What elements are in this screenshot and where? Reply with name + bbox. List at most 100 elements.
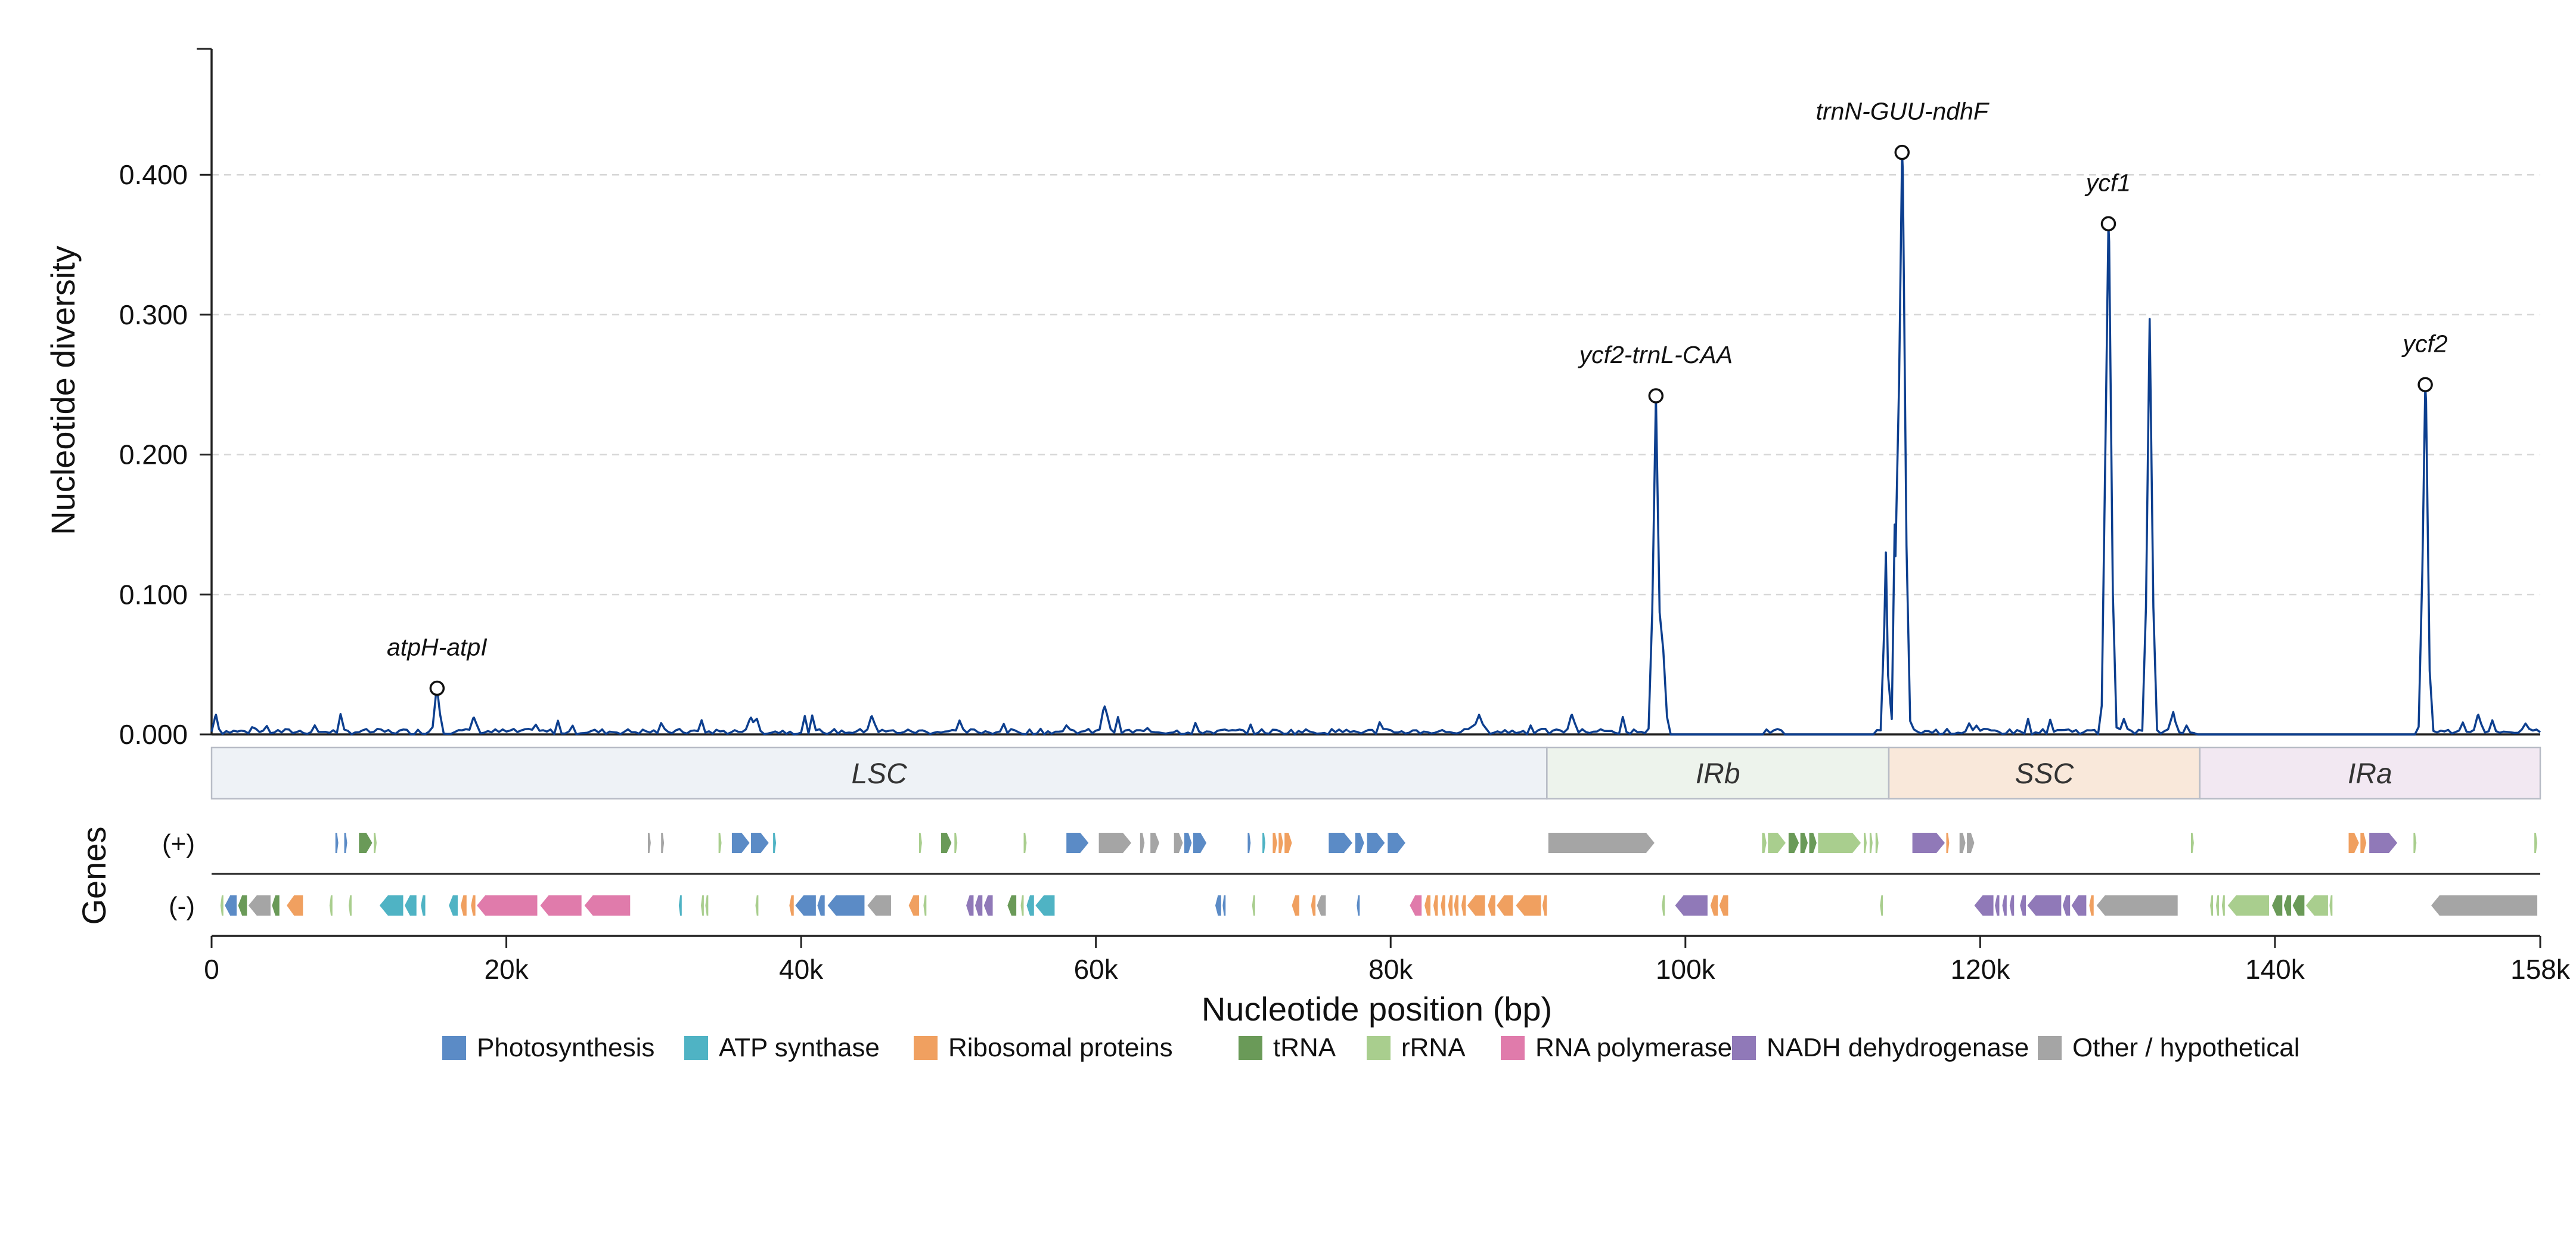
- gene-plus: [1875, 833, 1879, 853]
- gene-minus: [1461, 895, 1466, 916]
- gene-minus: [705, 895, 709, 916]
- y-tick-label: 0.300: [119, 299, 188, 330]
- gene-plus: [1367, 833, 1385, 853]
- legend-swatch: [2038, 1036, 2062, 1060]
- gene-plus: [2190, 833, 2194, 853]
- x-tick-label: 20k: [484, 954, 529, 985]
- region-label: IRb: [1696, 758, 1740, 790]
- gene-minus: [2089, 895, 2094, 916]
- gene-plus: [2413, 833, 2417, 853]
- gene-minus: [471, 895, 476, 916]
- legend-label: Ribosomal proteins: [948, 1033, 1173, 1062]
- gene-plus: [1174, 833, 1183, 853]
- gene-plus: [1809, 833, 1817, 853]
- gene-plus: [344, 833, 347, 853]
- gene-minus: [2292, 895, 2305, 916]
- gene-plus: [941, 833, 952, 853]
- peak-label: trnN-GUU-ndhF: [1816, 98, 1990, 125]
- gene-minus: [1880, 895, 1883, 916]
- gene-minus: [1317, 895, 1326, 916]
- gene-minus: [1497, 895, 1513, 916]
- gene-plus: [1548, 833, 1655, 853]
- gene-plus: [773, 833, 777, 853]
- gene-plus: [1869, 833, 1873, 853]
- gene-minus: [1292, 895, 1299, 916]
- gene-plus: [647, 833, 651, 853]
- gene-minus: [1020, 895, 1024, 916]
- gene-plus: [1355, 833, 1364, 853]
- legend-label: rRNA: [1401, 1033, 1466, 1062]
- gene-minus: [678, 895, 682, 916]
- legend-label: NADH dehydrogenase: [1767, 1033, 2029, 1062]
- gene-plus: [1273, 833, 1277, 853]
- peak-label: ycf1: [2084, 169, 2131, 196]
- gene-plus: [918, 833, 922, 853]
- gene-plus: [1329, 833, 1352, 853]
- peak-layer: atpH-atpI ycf2-trnL-CAA trnN-GUU-ndhF ycf1 y…: [387, 98, 2448, 696]
- gene-minus: [2271, 895, 2283, 916]
- gene-minus: [2002, 895, 2007, 916]
- gene-minus: [1026, 895, 1034, 916]
- genes-axis-title: Genes: [75, 827, 113, 925]
- x-tick-label: 100k: [1656, 954, 1716, 985]
- legend-label: tRNA: [1273, 1033, 1336, 1062]
- gene-minus: [540, 895, 582, 916]
- gene-minus: [827, 895, 865, 916]
- gene-minus: [348, 895, 352, 916]
- gene-minus: [2062, 895, 2071, 916]
- gene-plus: [2360, 833, 2367, 853]
- diversity-line: [210, 151, 2541, 736]
- gene-plus: [1388, 833, 1405, 853]
- y-tick-label: 0.200: [119, 439, 188, 470]
- gene-plus: [1967, 833, 1975, 853]
- x-axis-title: Nucleotide position (bp): [1202, 990, 1552, 1028]
- gene-minus: [2096, 895, 2178, 916]
- region-ssc: [1888, 746, 2201, 800]
- gene-plus: [1023, 833, 1027, 853]
- gene-plus: [1247, 833, 1251, 853]
- legend-label: Other / hypothetical: [2072, 1033, 2300, 1062]
- gene-plus: [1278, 833, 1283, 853]
- gene-minus: [1974, 895, 1994, 916]
- gene-minus: [1675, 895, 1708, 916]
- region-layer: LSC IRb SSC IRa: [210, 746, 2541, 800]
- gene-minus: [460, 895, 467, 916]
- gene-plus: [2534, 833, 2538, 853]
- gene-minus: [1441, 895, 1445, 916]
- gene-minus: [1719, 895, 1728, 916]
- gene-plus: [1959, 833, 1966, 853]
- region-label: LSC: [851, 758, 907, 790]
- gene-minus: [1035, 895, 1055, 916]
- gene-plus: [718, 833, 722, 853]
- legend-label: Photosynthesis: [477, 1033, 654, 1062]
- gene-minus: [404, 895, 417, 916]
- gene-plus: [1098, 833, 1132, 853]
- gene-minus: [974, 895, 983, 916]
- gene-minus: [584, 895, 631, 916]
- gene-minus: [1215, 895, 1221, 916]
- gene-minus: [2283, 895, 2292, 916]
- grid-layer: [212, 173, 2540, 596]
- gene-minus: [1252, 895, 1255, 916]
- y-tick-label: 0.100: [119, 579, 188, 610]
- gene-plus: [359, 833, 373, 853]
- gene-minus: [2020, 895, 2026, 916]
- y-tick-label: 0.400: [119, 159, 188, 190]
- region-irb: [1546, 746, 1890, 800]
- legend-swatch: [1732, 1036, 1756, 1060]
- gene-minus: [1662, 895, 1665, 916]
- gene-minus: [1995, 895, 2000, 916]
- legend-swatch: [1367, 1036, 1391, 1060]
- gene-plus: [1863, 833, 1867, 853]
- gene-plus: [1066, 833, 1089, 853]
- legend-swatch: [684, 1036, 708, 1060]
- gene-plus: [1788, 833, 1799, 853]
- gene-minus: [2210, 895, 2214, 916]
- gene-minus: [1424, 895, 1430, 916]
- gene-plus: [1946, 833, 1950, 853]
- legend-swatch: [1239, 1036, 1262, 1060]
- gene-minus: [2221, 895, 2225, 916]
- gene-minus: [1433, 895, 1438, 916]
- gene-minus: [1410, 895, 1422, 916]
- gene-plus: [1818, 833, 1861, 853]
